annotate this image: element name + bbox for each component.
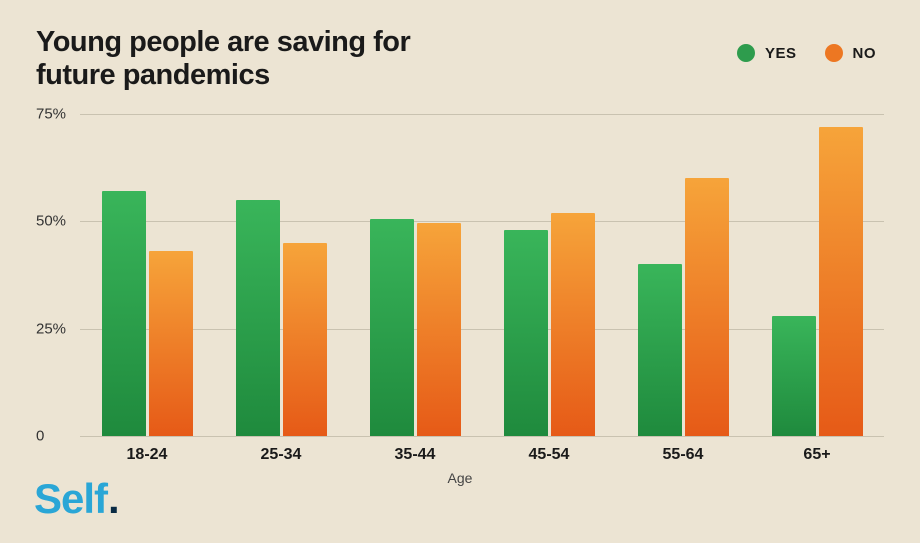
bar-group <box>80 114 214 436</box>
y-tick-label: 25% <box>36 320 76 337</box>
x-tick-label: 18-24 <box>80 446 214 464</box>
bar-yes <box>236 200 280 436</box>
bar-yes <box>370 219 414 436</box>
x-tick-label: 35-44 <box>348 446 482 464</box>
bar-group <box>750 114 884 436</box>
legend-item-no: NO <box>825 44 877 62</box>
x-tick-label: 25-34 <box>214 446 348 464</box>
legend-swatch-no <box>825 44 843 62</box>
bar-yes <box>638 264 682 436</box>
y-tick-label: 0 <box>36 428 76 445</box>
chart-area: 025%50%75% <box>36 114 884 436</box>
legend: YES NO <box>737 44 876 62</box>
x-axis-title: Age <box>0 470 920 486</box>
chart-canvas: Young people are saving for future pande… <box>0 0 920 543</box>
bar-no <box>685 178 729 436</box>
bar-group <box>214 114 348 436</box>
x-tick-label: 65+ <box>750 446 884 464</box>
plot-area <box>80 114 884 436</box>
bar-no <box>283 243 327 436</box>
bar-no <box>819 127 863 436</box>
bar-group <box>348 114 482 436</box>
gridline <box>80 436 884 437</box>
bar-yes <box>504 230 548 436</box>
chart-title-line2: future pandemics <box>36 59 270 91</box>
x-tick-label: 45-54 <box>482 446 616 464</box>
legend-label-no: NO <box>853 45 877 62</box>
bar-groups <box>80 114 884 436</box>
brand-logo-text: Self <box>34 475 107 523</box>
bar-group <box>482 114 616 436</box>
bar-yes <box>102 191 146 436</box>
brand-logo: Self. <box>34 475 119 523</box>
legend-label-yes: YES <box>765 45 797 62</box>
legend-swatch-yes <box>737 44 755 62</box>
bar-yes <box>772 316 816 436</box>
chart-title-line1: Young people are saving for <box>36 26 410 58</box>
bar-no <box>417 223 461 436</box>
chart-title: Young people are saving for future pande… <box>36 26 410 93</box>
brand-logo-dot: . <box>108 475 119 523</box>
y-tick-label: 50% <box>36 213 76 230</box>
x-axis-labels: 18-2425-3435-4445-5455-6465+ <box>80 446 884 464</box>
bar-no <box>149 251 193 436</box>
legend-item-yes: YES <box>737 44 797 62</box>
bar-no <box>551 213 595 436</box>
y-tick-label: 75% <box>36 106 76 123</box>
x-tick-label: 55-64 <box>616 446 750 464</box>
bar-group <box>616 114 750 436</box>
